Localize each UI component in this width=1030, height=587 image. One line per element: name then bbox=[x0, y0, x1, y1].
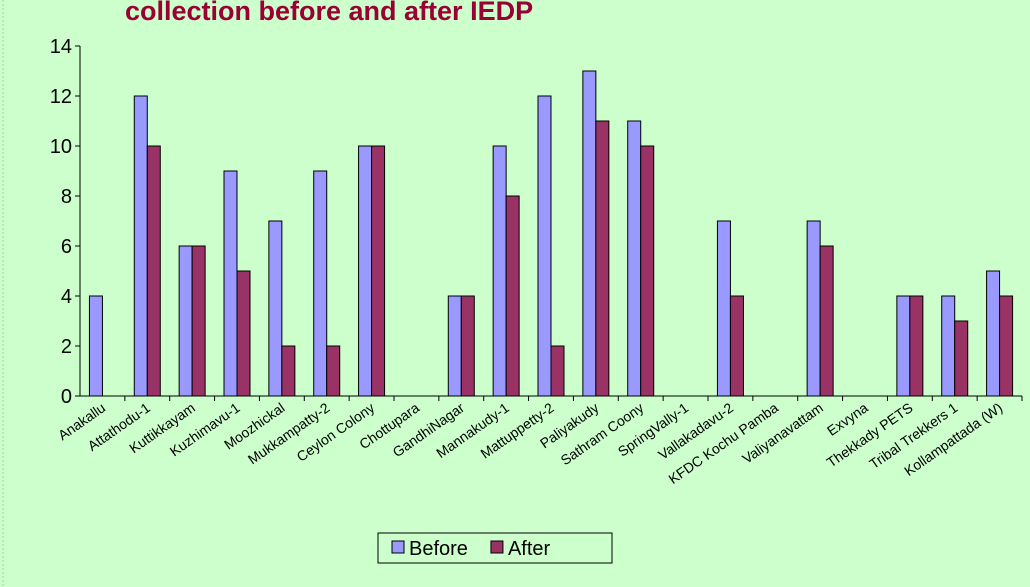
bar bbox=[281, 345, 296, 397]
y-tick-label: 0 bbox=[61, 386, 72, 408]
y-tick-label: 2 bbox=[61, 336, 72, 358]
y-tick-label: 4 bbox=[61, 286, 72, 308]
bar bbox=[627, 120, 642, 397]
bar bbox=[896, 295, 911, 397]
bar bbox=[819, 245, 834, 397]
bar bbox=[941, 295, 956, 397]
legend-label: After bbox=[508, 538, 551, 560]
bar bbox=[729, 295, 744, 397]
bar bbox=[236, 270, 251, 397]
y-tick-label: 8 bbox=[61, 186, 72, 208]
bar bbox=[460, 295, 475, 397]
legend-swatch bbox=[490, 540, 504, 554]
bar bbox=[999, 295, 1014, 397]
bar bbox=[223, 170, 238, 397]
bar bbox=[326, 345, 341, 397]
chart-title: collection before and after IEDP bbox=[125, 0, 533, 26]
legend-label: Before bbox=[409, 538, 468, 560]
bar bbox=[146, 145, 161, 397]
bar bbox=[447, 295, 462, 397]
bar bbox=[505, 195, 520, 397]
bar bbox=[986, 270, 1001, 397]
bar bbox=[88, 295, 103, 397]
legend-swatch bbox=[391, 540, 405, 554]
bar bbox=[806, 220, 821, 397]
bar bbox=[313, 170, 328, 397]
legend-box bbox=[377, 532, 613, 564]
bar bbox=[371, 145, 386, 397]
bar bbox=[582, 70, 597, 397]
bar bbox=[358, 145, 373, 397]
y-tick-label: 10 bbox=[50, 136, 72, 158]
bar bbox=[550, 345, 565, 397]
y-tick-label: 6 bbox=[61, 236, 72, 258]
bar bbox=[133, 95, 148, 397]
bar bbox=[268, 220, 283, 397]
bar bbox=[909, 295, 924, 397]
bar bbox=[178, 245, 193, 397]
bar bbox=[716, 220, 731, 397]
bar bbox=[640, 145, 655, 397]
y-tick-label: 12 bbox=[50, 86, 72, 108]
bar bbox=[492, 145, 507, 397]
bar bbox=[191, 245, 206, 397]
bar bbox=[595, 120, 610, 397]
bar bbox=[537, 95, 552, 397]
bar bbox=[954, 320, 969, 397]
legend: Before After bbox=[377, 532, 613, 564]
y-tick-label: 14 bbox=[50, 36, 72, 58]
